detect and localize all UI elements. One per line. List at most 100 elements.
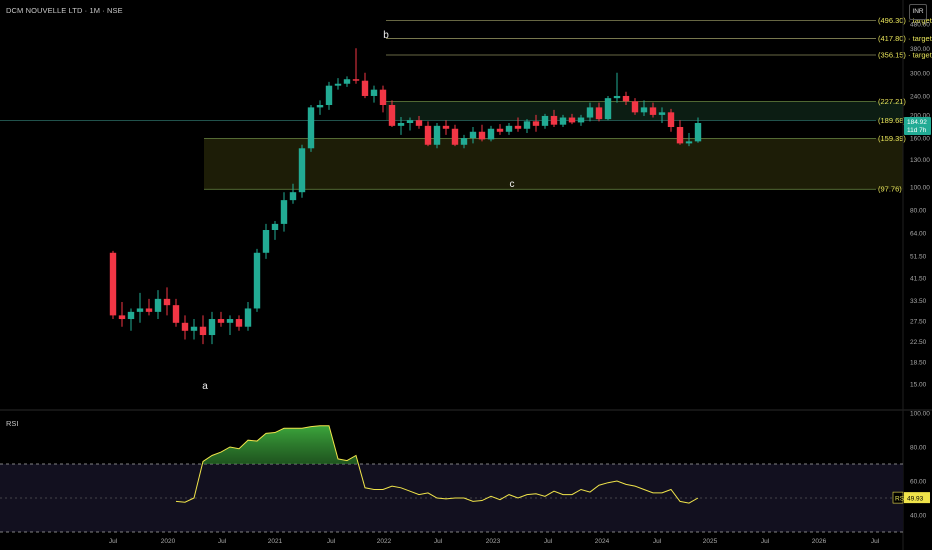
candle-body [118, 315, 126, 320]
price-tick-label: 51.50 [910, 253, 927, 260]
candle-body [577, 117, 585, 123]
time-tick-label: 2024 [595, 538, 610, 545]
rsi-axis[interactable]: 40.00 60.00 80.00 100.00 RSI 49.93 [892, 411, 930, 520]
candle-body [586, 107, 594, 118]
candle-body [433, 125, 441, 145]
rsi-overbought-fill [176, 425, 698, 464]
candle-body [478, 131, 486, 140]
price-tick-label: 100.00 [910, 184, 930, 191]
candle-body [415, 120, 423, 126]
candle-body [361, 80, 369, 96]
price-tick-label: 160.00 [910, 136, 930, 143]
candle-body [262, 230, 270, 253]
candlestick-series [109, 48, 702, 345]
candle-body [451, 128, 459, 145]
price-tick-label: 380.00 [910, 46, 930, 53]
wave-labels: a b c [202, 30, 514, 392]
candle-body [253, 252, 261, 309]
candle-body [694, 122, 702, 142]
time-tick-label: Jul [327, 538, 336, 545]
candle-body [154, 298, 162, 312]
rsi-line [175, 425, 699, 504]
rsi-tick-label: 60.00 [910, 479, 927, 486]
candle-body [676, 126, 684, 144]
candle-body [541, 115, 549, 126]
candle-body [289, 192, 297, 201]
candle-body [352, 79, 360, 81]
candle-body [568, 117, 576, 123]
candle-body [559, 117, 567, 125]
candle-body [316, 105, 324, 108]
time-tick-label: Jul [871, 538, 880, 545]
time-tick-label: Jul [434, 538, 443, 545]
price-tick-label: 80.00 [910, 208, 927, 215]
candle-body [190, 326, 198, 331]
candle-body [487, 128, 495, 140]
rsi-name-badge [892, 491, 904, 504]
price-axis[interactable]: 15.00 18.50 22.50 27.50 33.50 41.50 51.50 64.00… [904, 22, 931, 389]
candle-body [208, 319, 216, 336]
candle-body [685, 141, 693, 144]
wave-label-c: c [510, 179, 515, 190]
candle-body [325, 85, 333, 106]
candle-body [172, 305, 180, 323]
price-tick-label: 22.50 [910, 339, 927, 346]
time-tick-label: 2023 [486, 538, 501, 545]
candle-body [145, 308, 153, 312]
demand-zone [204, 138, 903, 190]
time-tick-label: Jul [761, 538, 770, 545]
candle-body [649, 107, 657, 115]
time-axis[interactable]: Jul 2020 Jul 2021 Jul 2022 Jul 2023 Jul 2024 Jul 20… [109, 538, 880, 545]
bar-countdown: 11d 7h [907, 127, 927, 134]
candle-body [343, 79, 351, 84]
last-price-value: 184.92 [907, 119, 927, 126]
candle-body [181, 322, 189, 331]
price-tick-label: 480.00 [910, 22, 930, 29]
price-tick-label: 15.00 [910, 381, 927, 388]
candle-body [595, 107, 603, 120]
level-label-4: (189.68) [878, 116, 906, 125]
candle-body [469, 131, 477, 139]
level-label-0: (496.30) · target 3 [878, 16, 932, 25]
time-tick-label: 2026 [812, 538, 827, 545]
price-tick-label: 300.00 [910, 70, 930, 77]
candle-body [235, 319, 243, 327]
time-tick-label: Jul [218, 538, 227, 545]
price-tick-label: 130.00 [910, 157, 930, 164]
candle-body [334, 83, 342, 86]
candle-body [496, 128, 504, 132]
rsi-tick-label: 80.00 [910, 445, 927, 452]
time-tick-label: 2020 [161, 538, 176, 545]
wave-label-b: b [383, 30, 389, 41]
price-level-lines: (496.30) · target 3 (417.80) · target 2 (3… [0, 16, 932, 194]
symbol-title[interactable]: DCM NOUVELLE LTD · 1M · NSE [6, 6, 123, 15]
price-tick-label: 33.50 [910, 298, 927, 305]
level-label-3: (227.21) [878, 97, 906, 106]
candle-body [226, 319, 234, 323]
price-tick-label: 18.50 [910, 360, 927, 367]
price-tick-label: 41.50 [910, 276, 927, 283]
currency-button[interactable]: INR [909, 4, 927, 20]
level-label-1: (417.80) · target 2 [878, 34, 932, 43]
candle-body [532, 121, 540, 126]
candle-body [388, 105, 396, 126]
wave-label-a: a [202, 381, 208, 392]
candle-body [514, 125, 522, 129]
level-label-2: (356.15) · target 1 [878, 50, 932, 59]
rsi-value-badge [904, 492, 930, 504]
candle-body [406, 120, 414, 123]
candle-body [379, 89, 387, 106]
candle-body [640, 107, 648, 113]
price-tick-label: 64.00 [910, 231, 927, 238]
rsi-panel-title[interactable]: RSI [6, 419, 19, 428]
candle-body [244, 308, 252, 327]
candle-body [271, 223, 279, 231]
price-tick-label: 240.00 [910, 93, 930, 100]
candle-body [442, 125, 450, 129]
candle-body [217, 319, 225, 323]
candle-body [163, 298, 171, 306]
candle-body [667, 112, 675, 127]
candle-body [298, 148, 306, 193]
price-tick-label: 200.00 [910, 112, 930, 119]
